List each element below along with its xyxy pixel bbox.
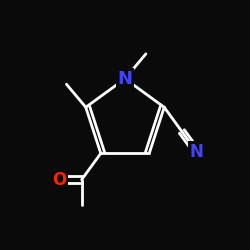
Text: N: N xyxy=(190,143,203,161)
Text: N: N xyxy=(118,70,132,88)
Text: O: O xyxy=(52,171,66,189)
